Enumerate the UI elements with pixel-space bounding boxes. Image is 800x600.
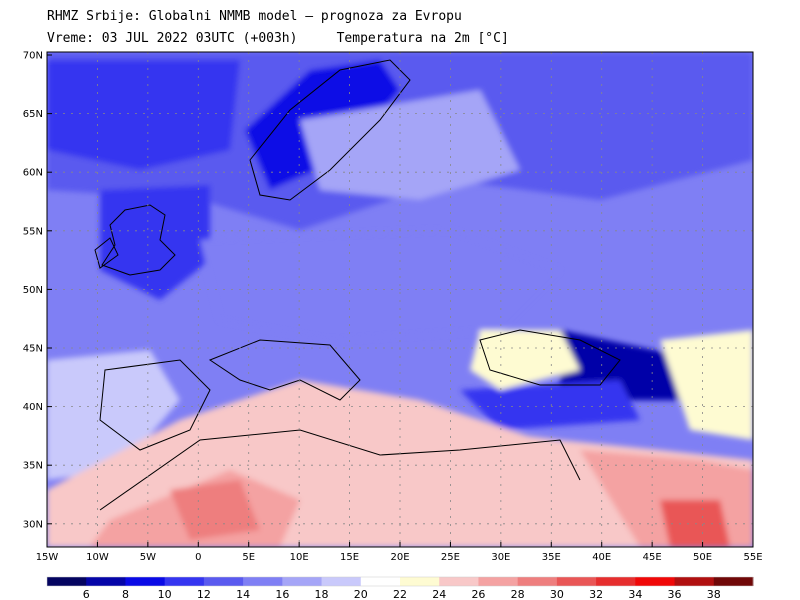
lon-label: 0 [195,552,201,563]
cold-region-britain [100,185,210,300]
colorbar-swatch [635,577,676,586]
colorbar-label: 18 [315,588,329,600]
colorbar-swatch [439,577,479,586]
lon-label: 45E [643,552,662,563]
colorbar-swatch [243,577,283,586]
colorbar-label: 22 [393,588,407,600]
longitude-axis: 15W 10W 5W 0 5E 10E 15E 20E 25E 30E 35E 40E 45E 50E 55… [36,542,763,563]
coastline-north-africa [99,429,581,511]
colorbar-label: 10 [158,588,172,600]
lon-label: 25E [441,552,460,563]
mild-region-iberia-west [47,350,180,480]
lat-label: 35N [23,461,43,472]
colorbar-swatch [400,577,440,586]
lon-label: 15E [340,552,359,563]
coastline-france-italy [208,339,361,401]
colorbar-swatch [125,577,166,586]
colorbar-label: 30 [550,588,564,600]
coastline-black-sea [479,329,621,386]
temperature-field [47,52,753,547]
colorbar-label: 16 [275,588,289,600]
colorbar-label: 38 [707,588,721,600]
colorbar: 6 8 10 12 14 16 18 20 22 24 26 28 30 32 34 36 38 [46,576,754,600]
cold-region-atlantic [47,60,240,170]
coastline-iberia [99,359,211,451]
lat-label: 50N [23,285,43,296]
colorbar-swatch [47,577,87,586]
lat-label: 40N [23,402,43,413]
coastline-britain [101,204,176,276]
lon-label: 40E [592,552,611,563]
colorbar-swatch [203,577,244,586]
coastlines [94,59,621,511]
colorbar-label: 12 [197,588,211,600]
colorbar-label: 24 [432,588,446,600]
colorbar-swatch [478,577,519,586]
latitude-axis: 70N 65N 60N 55N 50N 45N 40N 35N 30N [23,51,52,530]
lon-label: 5E [242,552,255,563]
colorbar-swatch [556,577,597,586]
lat-label: 70N [23,51,43,62]
colorbar-label: 32 [589,588,603,600]
forecast-time: Vreme: 03 JUL 2022 03UTC (+003h) [47,31,298,46]
warm-region-mediterranean [300,380,540,500]
lon-label: 35E [542,552,561,563]
lon-label: 10W [86,552,109,563]
colorbar-swatch [282,577,323,586]
coastline-scandinavia [249,59,411,201]
lon-label: 5W [140,552,156,563]
region-central-europe [200,230,560,340]
cold-region-anatolia [460,380,640,430]
colorbar-label: 36 [668,588,682,600]
warm-region-caspian [660,330,753,440]
lat-label: 45N [23,344,43,355]
warm-region-black-sea [470,330,580,390]
hot-region-algeria [170,480,260,540]
lon-label: 10E [290,552,309,563]
colorbar-swatch [164,577,205,586]
colorbar-swatch [674,577,715,586]
colorbar-label: 26 [471,588,485,600]
field-name: Temperatura na 2m [°C] [336,31,509,46]
colorbar-swatch [596,577,636,586]
colorbar-swatch [360,577,401,586]
colorbar-label: 28 [511,588,525,600]
colorbar-label: 6 [83,588,90,600]
colorbar-swatch [321,577,362,586]
lon-label: 20E [390,552,409,563]
colorbar-swatch [713,577,754,586]
colorbar-label: 14 [236,588,250,600]
map-title: RHMZ Srbije: Globalni NMMB model — progn… [47,9,462,24]
coastline-ireland [94,237,119,269]
colorbar-swatch [517,577,558,586]
lat-label: 30N [23,519,43,530]
lon-label: 50E [693,552,712,563]
colorbar-outline [46,576,754,587]
colorbar-label: 20 [354,588,368,600]
colorbar-label: 8 [122,588,129,600]
colorbar-label: 34 [628,588,642,600]
lat-label: 65N [23,109,43,120]
map-subtitle: Vreme: 03 JUL 2022 03UTC (+003h) Tempera… [47,31,509,46]
lat-label: 60N [23,168,43,179]
lon-label: 55E [743,552,762,563]
lat-label: 55N [23,226,43,237]
colorbar-swatch [86,577,126,586]
lon-label: 15W [36,552,59,563]
graticule [47,52,753,547]
lon-label: 30E [491,552,510,563]
